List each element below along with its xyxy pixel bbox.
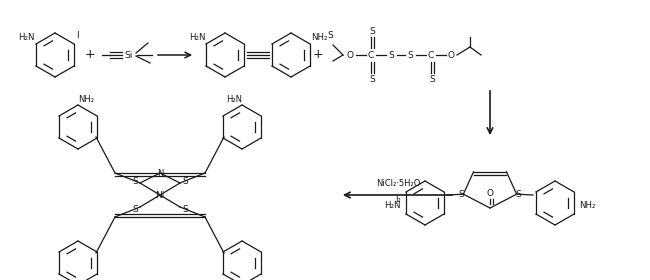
Text: S: S: [182, 176, 188, 186]
Text: H₂N: H₂N: [226, 95, 242, 104]
Text: S: S: [182, 204, 188, 213]
Text: NiCl₂·5H₂O: NiCl₂·5H₂O: [376, 179, 420, 188]
Text: O: O: [346, 50, 354, 60]
Text: C: C: [428, 50, 434, 60]
Text: S: S: [458, 190, 464, 199]
Text: Ni: Ni: [155, 190, 164, 199]
Text: H₂N: H₂N: [384, 200, 400, 209]
Text: +: +: [313, 48, 323, 62]
Text: S: S: [327, 31, 333, 39]
Text: S: S: [407, 50, 413, 60]
Text: I₂: I₂: [395, 195, 401, 204]
Text: I: I: [75, 31, 78, 39]
Text: O: O: [486, 190, 493, 199]
Text: H₂N: H₂N: [18, 32, 34, 41]
Text: S: S: [429, 74, 435, 83]
Text: S: S: [132, 204, 138, 213]
Text: Si: Si: [125, 50, 133, 60]
Text: S: S: [369, 27, 375, 36]
Text: S: S: [515, 190, 521, 199]
Text: +: +: [84, 48, 96, 62]
Text: S: S: [388, 50, 394, 60]
Text: O: O: [447, 50, 454, 60]
Text: NH₂: NH₂: [311, 32, 327, 41]
Text: S: S: [369, 74, 375, 83]
Text: S: S: [132, 176, 138, 186]
Text: NH₂: NH₂: [78, 95, 94, 104]
Text: NH₂: NH₂: [578, 200, 595, 209]
Text: C: C: [368, 50, 374, 60]
Text: H₂N: H₂N: [188, 32, 205, 41]
Text: N: N: [157, 169, 163, 178]
